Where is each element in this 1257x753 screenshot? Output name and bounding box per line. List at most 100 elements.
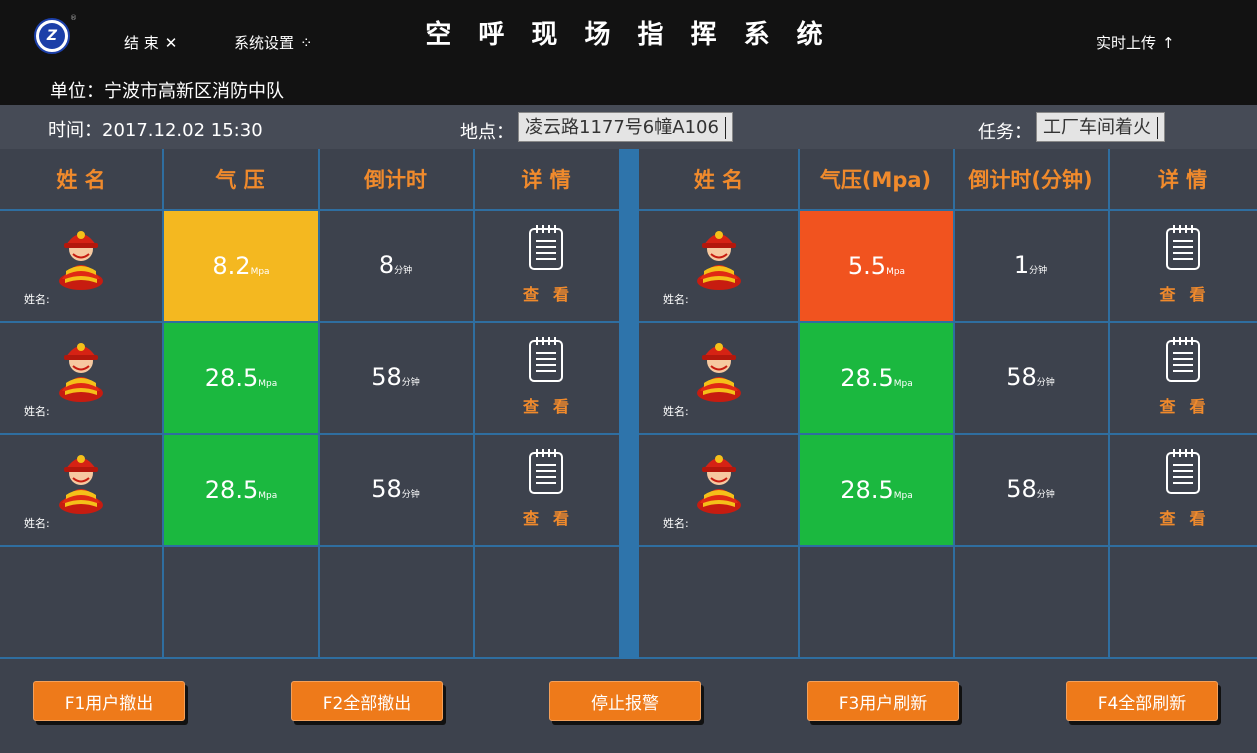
pressure-cell: 28.5Mpa <box>164 435 318 545</box>
task-row: 任务： 工厂车间着火 <box>978 112 1165 146</box>
detail-label: 查看 <box>522 397 583 416</box>
countdown-unit: 分钟 <box>1029 266 1048 276</box>
column-header: 倒计时(分钟) <box>968 168 1093 192</box>
column-header: 姓 名 <box>693 168 744 192</box>
grid-line <box>639 657 1257 659</box>
pressure-value: 5.5Mpa <box>848 252 905 280</box>
countdown-value: 1分钟 <box>1014 251 1047 279</box>
detail-button[interactable]: 查看 <box>1108 223 1257 305</box>
firefighter-icon <box>694 221 744 291</box>
settings-button[interactable]: 系统设置 ⁘ <box>234 32 313 53</box>
name-label: 姓名: <box>663 293 689 306</box>
detail-button[interactable]: 查看 <box>473 223 619 305</box>
registered-mark: ® <box>70 14 77 22</box>
firefighter-icon <box>56 221 106 291</box>
pressure-value: 28.5Mpa <box>205 364 277 392</box>
grid-line <box>0 433 619 435</box>
location-row: 地点： 凌云路1177号6幢A106 <box>460 112 733 146</box>
column-header: 详 情 <box>1157 168 1208 192</box>
notebook-icon <box>1163 335 1203 387</box>
notebook-icon <box>1163 447 1203 499</box>
personnel-grid: 姓 名气 压倒计时详 情姓名: 8.2Mpa 8分钟 查看 姓名: 28.5Mpa 58分钟… <box>0 149 1257 659</box>
task-label: 任务： <box>978 122 1032 143</box>
grid-line <box>798 149 800 659</box>
top-bar: Z ® 结 束 ✕ 系统设置 ⁘ 空 呼 现 场 指 挥 系 统 实时上传 ↑ … <box>0 0 1257 105</box>
detail-label: 查看 <box>1159 397 1220 416</box>
footer-bar: F1用户撤出 F2全部撤出 停止报警 F3用户刷新 F4全部刷新 <box>0 659 1257 753</box>
countdown-value: 58分钟 <box>1006 363 1055 391</box>
column-header: 详 情 <box>521 168 571 192</box>
pressure-number: 28.5 <box>840 476 894 504</box>
detail-button[interactable]: 查看 <box>1108 447 1257 529</box>
text-caret <box>724 117 726 139</box>
name-label: 姓名: <box>663 405 689 418</box>
f3-user-refresh-button[interactable]: F3用户刷新 <box>807 681 959 721</box>
pressure-number: 8.2 <box>212 252 251 280</box>
name-cell: 姓名: <box>0 209 162 321</box>
task-field[interactable]: 工厂车间着火 <box>1036 112 1165 142</box>
unit-label: 单位：宁波市高新区消防中队 <box>50 81 284 102</box>
name-cell: 姓名: <box>639 433 798 545</box>
notebook-icon <box>1163 223 1203 275</box>
location-label: 地点： <box>460 122 514 143</box>
grid-line <box>473 149 475 659</box>
grid-line <box>318 149 320 659</box>
countdown-cell: 8分钟 <box>318 209 473 321</box>
grid-line <box>0 545 619 547</box>
grid-line <box>1108 149 1110 659</box>
countdown-cell: 58分钟 <box>953 433 1108 545</box>
name-label: 姓名: <box>24 517 50 530</box>
notebook-icon <box>526 335 566 387</box>
pressure-value: 8.2Mpa <box>212 252 269 280</box>
detail-button[interactable]: 查看 <box>473 447 619 529</box>
name-label: 姓名: <box>24 293 50 306</box>
countdown-cell: 58分钟 <box>318 321 473 433</box>
stop-alarm-button[interactable]: 停止报警 <box>549 681 701 721</box>
pressure-cell: 28.5Mpa <box>800 323 953 433</box>
column-header: 姓 名 <box>56 168 106 192</box>
firefighter-icon <box>56 333 106 403</box>
pressure-unit: Mpa <box>886 267 906 277</box>
detail-button[interactable]: 查看 <box>473 335 619 417</box>
countdown-cell: 58分钟 <box>318 433 473 545</box>
countdown-number: 58 <box>371 363 402 391</box>
grid-line <box>639 433 1257 435</box>
pressure-cell: 28.5Mpa <box>164 323 318 433</box>
info-bar: 时间：2017.12.02 15:30 地点： 凌云路1177号6幢A106 任… <box>0 105 1257 149</box>
grid-line <box>0 321 619 323</box>
location-field[interactable]: 凌云路1177号6幢A106 <box>518 112 733 142</box>
pressure-number: 28.5 <box>204 364 259 392</box>
countdown-unit: 分钟 <box>1036 378 1055 388</box>
countdown-unit: 分钟 <box>401 490 420 500</box>
grid-line <box>639 209 1257 211</box>
column-header: 气压(Mpa) <box>819 168 932 192</box>
firefighter-icon <box>694 333 744 403</box>
firefighter-icon <box>56 445 106 515</box>
close-icon: ✕ <box>164 33 178 52</box>
task-value: 工厂车间着火 <box>1043 117 1151 138</box>
grid-line <box>639 321 1257 323</box>
f2-all-withdraw-button[interactable]: F2全部撤出 <box>291 681 443 721</box>
time-label: 时间：2017.12.02 15:30 <box>48 120 263 141</box>
pressure-cell: 8.2Mpa <box>164 211 318 321</box>
upload-label: 实时上传 <box>1096 34 1157 52</box>
settings-label: 系统设置 <box>234 34 295 52</box>
f1-user-withdraw-button[interactable]: F1用户撤出 <box>33 681 185 721</box>
logo-letter: Z <box>39 23 65 49</box>
f4-all-refresh-button[interactable]: F4全部刷新 <box>1066 681 1218 721</box>
end-button[interactable]: 结 束 ✕ <box>124 32 177 53</box>
end-label: 结 束 <box>124 34 159 52</box>
countdown-number: 1 <box>1013 251 1030 279</box>
realtime-upload-button[interactable]: 实时上传 ↑ <box>1096 32 1175 53</box>
pressure-value: 28.5Mpa <box>840 476 912 504</box>
detail-button[interactable]: 查看 <box>1108 335 1257 417</box>
pressure-unit: Mpa <box>893 491 913 501</box>
pressure-number: 5.5 <box>847 252 887 280</box>
arrow-up-icon: ↑ <box>1162 33 1175 52</box>
detail-label: 查看 <box>1159 509 1220 528</box>
detail-label: 查看 <box>522 285 583 304</box>
text-caret <box>1157 117 1158 139</box>
column-header: 倒计时 <box>364 168 427 192</box>
grid-line <box>953 149 955 659</box>
pressure-cell: 5.5Mpa <box>800 211 953 321</box>
